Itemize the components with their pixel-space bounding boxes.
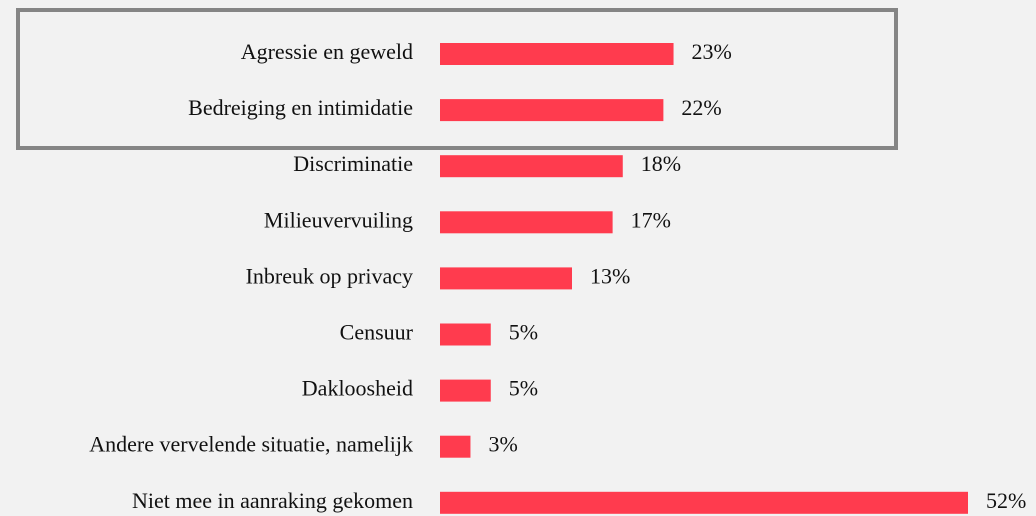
category-label: Dakloosheid [302, 376, 413, 401]
bar [440, 99, 664, 122]
bar [440, 323, 491, 346]
bar [440, 435, 471, 458]
bar [440, 155, 623, 178]
value-label: 3% [488, 432, 517, 457]
category-label: Censuur [340, 320, 414, 345]
category-label: Milieuvervuiling [264, 207, 413, 232]
bar [440, 267, 572, 290]
highlight-box [16, 8, 898, 150]
value-label: 5% [509, 376, 538, 401]
bar [440, 491, 968, 514]
category-label: Discriminatie [293, 151, 413, 176]
value-label: 22% [681, 95, 721, 120]
category-label: Agressie en geweld [241, 39, 413, 64]
category-label: Bedreiging en intimidatie [188, 95, 413, 120]
bar [440, 211, 613, 234]
value-label: 23% [692, 39, 732, 64]
bar [440, 379, 491, 402]
value-label: 52% [986, 488, 1026, 513]
category-label: Inbreuk op privacy [246, 263, 413, 288]
value-label: 18% [641, 151, 681, 176]
value-label: 5% [509, 320, 538, 345]
category-label: Niet mee in aanraking gekomen [132, 488, 413, 513]
value-label: 13% [590, 263, 630, 288]
bar [440, 43, 674, 65]
value-label: 17% [631, 207, 671, 232]
category-label: Andere vervelende situatie, namelijk [89, 432, 413, 457]
